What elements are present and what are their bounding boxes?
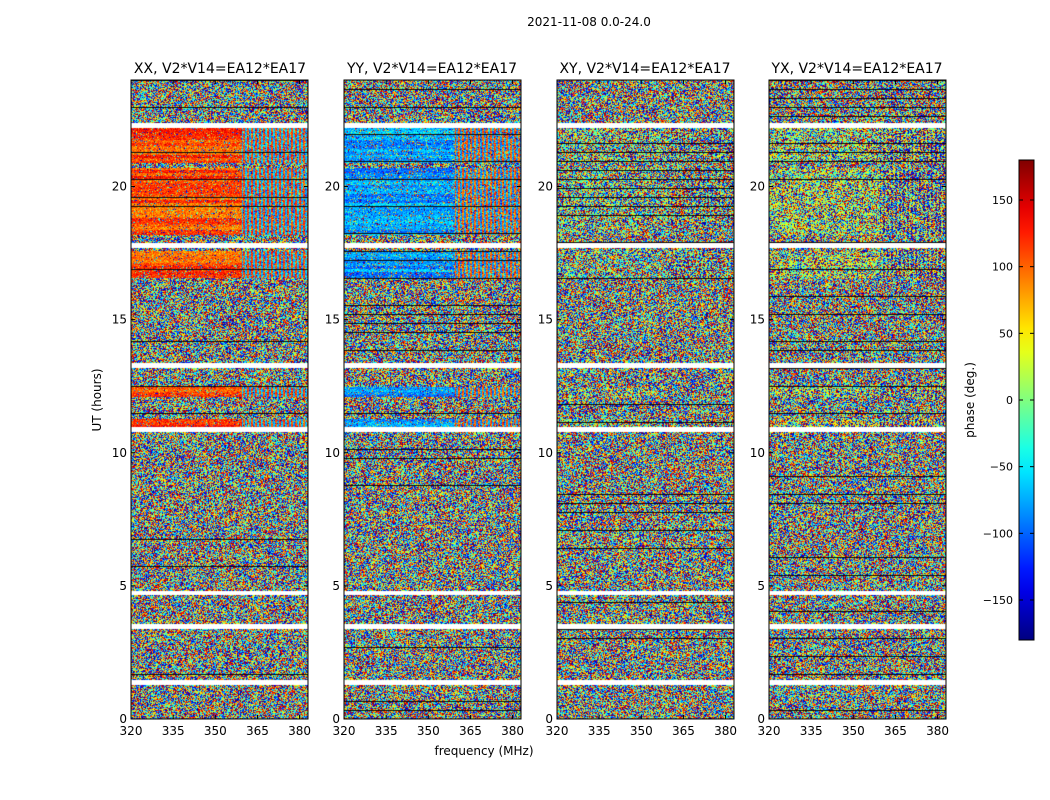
y-tick-label: 10 [538,446,553,460]
x-tick-label: 335 [375,724,398,738]
y-tick-label: 5 [119,579,127,593]
x-tick-label: 365 [459,724,482,738]
panel-frame [343,79,522,720]
colorbar-tick-label: −100 [983,527,1013,540]
y-tick-label: 20 [538,180,553,194]
y-tick-label: 0 [757,712,765,726]
y-tick-label: 15 [538,313,553,327]
panel-yy: YY, V2*V14=EA12*EA17 320 335 350 365 380 0 5 10… [325,61,524,738]
x-tick-label: 380 [501,724,524,738]
y-tick-label: 20 [325,180,340,194]
y-tick-label: 15 [112,313,127,327]
colorbar-label: phase (deg.) [963,362,977,438]
x-tick-label: 320 [333,724,356,738]
x-tick-label: 335 [800,724,823,738]
panel-frame [768,79,947,720]
panel-title: YY, V2*V14=EA12*EA17 [346,61,517,77]
x-tick-label: 350 [204,724,227,738]
colorbar-tick-label: 100 [992,261,1013,274]
panel-title: XY, V2*V14=EA12*EA17 [559,61,730,77]
x-tick-label: 380 [288,724,311,738]
y-tick-label: 10 [112,446,127,460]
y-tick-label: 0 [332,712,340,726]
x-tick-label: 365 [884,724,907,738]
y-tick-label: 10 [325,446,340,460]
x-tick-label: 320 [758,724,781,738]
panel-xx: XX, V2*V14=EA12*EA17 320 335 350 365 380 0 5 10… [112,61,311,738]
y-tick-label: 20 [112,180,127,194]
colorbar: 150 100 50 0 −50 −100 −150 [983,159,1035,641]
y-tick-label: 0 [119,712,127,726]
y-tick-label: 10 [750,446,765,460]
y-tick-label: 20 [750,180,765,194]
phase-waterfall-image [769,80,946,719]
y-tick-label: 5 [757,579,765,593]
x-tick-label: 350 [842,724,865,738]
panel-frame [130,79,309,720]
x-axis-label: frequency (MHz) [434,744,533,758]
y-tick-label: 15 [325,313,340,327]
x-tick-label: 335 [162,724,185,738]
phase-waterfall-image [131,80,308,719]
x-tick-label: 380 [714,724,737,738]
panel-frame [556,79,735,720]
x-tick-label: 350 [630,724,653,738]
colorbar-tick-label: −150 [983,594,1013,607]
x-tick-label: 380 [926,724,949,738]
x-tick-label: 350 [417,724,440,738]
y-tick-label: 5 [545,579,553,593]
x-tick-label: 365 [246,724,269,738]
colorbar-tick-label: 0 [1006,394,1013,407]
x-tick-label: 320 [120,724,143,738]
x-tick-label: 320 [546,724,569,738]
x-tick-label: 335 [588,724,611,738]
panel-title: XX, V2*V14=EA12*EA17 [134,61,306,77]
y-axis-label: UT (hours) [90,368,104,431]
panel-title: YX, V2*V14=EA12*EA17 [770,61,942,77]
y-tick-label: 0 [545,712,553,726]
colorbar-tick-label: 50 [999,327,1013,340]
y-tick-label: 5 [332,579,340,593]
y-tick-label: 15 [750,313,765,327]
panel-xy: XY, V2*V14=EA12*EA17 320 335 350 365 380 0 5 10… [538,61,737,738]
phase-waterfall-image [344,80,521,719]
figure-suptitle: 2021-11-08 0.0-24.0 [527,15,651,29]
x-tick-label: 365 [672,724,695,738]
colorbar-tick-label: 150 [992,194,1013,207]
colorbar-tick-label: −50 [990,461,1013,474]
phase-waterfall-image [557,80,734,719]
panel-yx: YX, V2*V14=EA12*EA17 320 335 350 365 380 0 5 10… [750,61,949,738]
